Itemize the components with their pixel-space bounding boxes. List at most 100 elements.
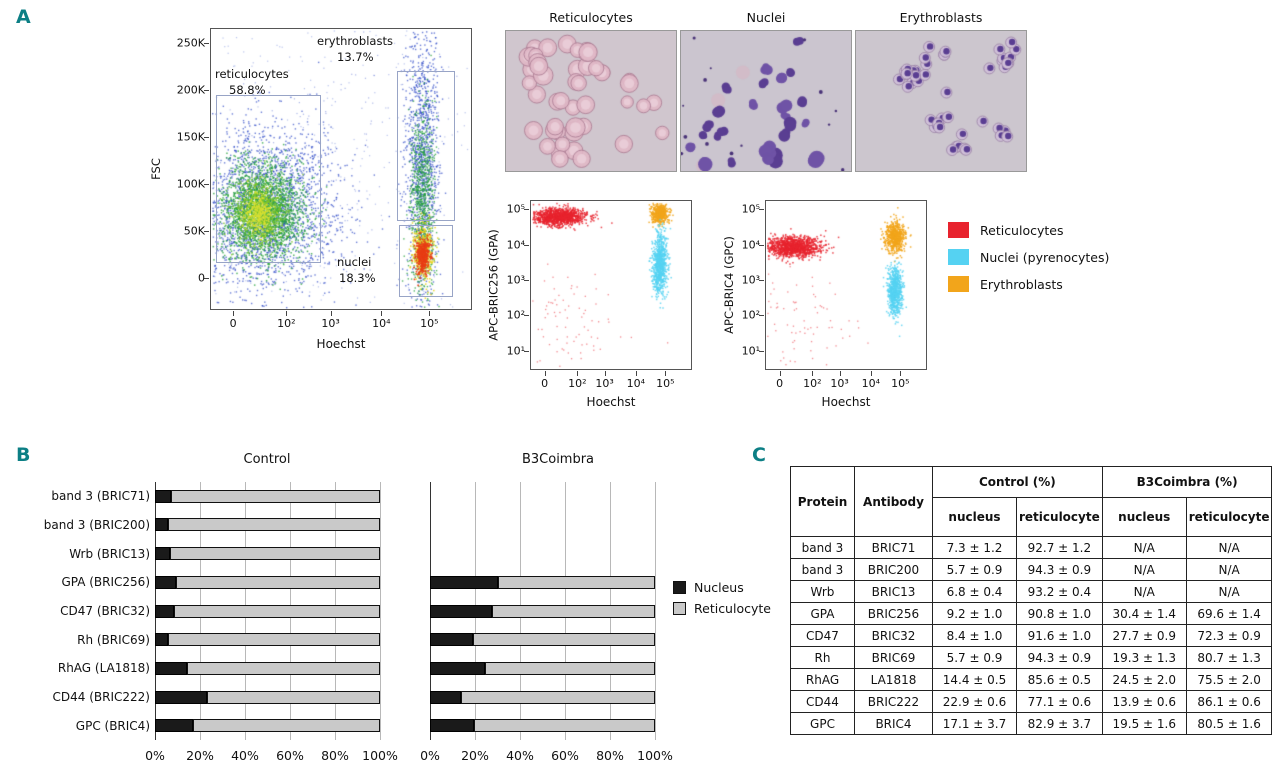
erythroblast-gate-percent: 13.7% [337,50,374,64]
table-cell-protein: band 3 [790,536,855,559]
table-cell-antibody: BRIC222 [854,690,933,713]
table-cell-b3-reticulocyte: 75.5 ± 2.0 [1185,668,1273,691]
y-tick-label: 10¹ [741,344,760,358]
reticulocytes-micrograph-title: Reticulocytes [549,10,633,25]
x-tick-label: 10² [803,377,822,390]
table-row: Wrb BRIC13 6.8 ± 0.4 93.2 ± 0.4 N/A N/A [790,580,1273,603]
table-cell-protein: CD47 [790,624,855,647]
nuclei-micrograph-title: Nuclei [746,10,786,25]
nucleus-bar-segment [155,604,174,618]
nuclei-micrograph: Nuclei [680,10,852,172]
x-tick-label: 10³ [595,377,614,390]
x-tick-label: 10³ [830,377,849,390]
nuclei-gate-label: nuclei [337,255,372,269]
x-tick-mark [635,371,637,376]
nucleus-bar-segment [155,690,207,704]
y-tick-mark [759,315,764,317]
table-row: RhAG LA1818 14.4 ± 0.5 85.6 ± 0.5 24.5 ± 2.0… [790,668,1273,691]
y-tick-label: 100K [176,177,205,191]
reticulocyte-bar-segment [492,604,655,618]
legend-item-label: Nucleus [694,580,744,595]
legend-swatch [948,249,969,265]
y-tick-label: 10³ [506,273,525,287]
nucleus-bar-segment [430,604,493,618]
table-cell-protein: GPC [790,712,855,735]
x-tick-label: 0% [420,748,440,763]
table-cell-control-reticulocyte: 92.7 ± 1.2 [1016,536,1103,559]
bar-category-label: band 3 (BRIC71) [51,489,150,504]
y-tick-mark [204,231,209,233]
legend-item-label: Nuclei (pyrenocytes) [980,249,1110,265]
results-table: Protein Antibody Control (%) B3Coimbra (… [790,466,1273,735]
table-cell-control-nucleus: 7.3 ± 1.2 [932,536,1017,559]
table-cell-b3-reticulocyte: N/A [1185,580,1273,603]
y-tick-mark [759,209,764,211]
y-tick-label: 0 [198,271,205,285]
x-tick-label: 10⁵ [891,377,910,390]
table-cell-control-reticulocyte: 77.1 ± 0.6 [1016,690,1103,713]
legend-item: Nuclei (pyrenocytes) [948,249,1109,265]
reticulocyte-gate-percent: 58.8% [229,83,266,97]
y-tick-label: 10³ [741,273,760,287]
legend-item: Reticulocytes [948,222,1109,238]
table-header-b3-nucleus: nucleus [1101,497,1187,537]
table-cell-control-nucleus: 22.9 ± 0.6 [932,690,1017,713]
x-tick-label: 20% [186,748,214,763]
legend-item: Erythroblasts [948,276,1109,292]
x-tick-label: 80% [321,748,349,763]
y-tick-mark [524,209,529,211]
axis-grid-line [380,482,381,740]
nucleus-bar-segment [155,575,176,589]
y-tick-label: 10⁴ [506,238,525,252]
table-row: CD44 BRIC222 22.9 ± 0.6 77.1 ± 0.6 13.9 ± 0.… [790,690,1273,713]
nucleus-bar-segment [155,547,171,561]
x-tick-mark [900,371,902,376]
panel-a-label: A [16,6,31,28]
y-tick-mark [204,43,209,44]
table-cell-protein: CD44 [790,690,855,713]
x-tick-mark [665,371,667,376]
table-row: GPC BRIC4 17.1 ± 3.7 82.9 ± 3.7 19.5 ± 1.6 80… [790,712,1273,735]
table-cell-control-reticulocyte: 93.2 ± 0.4 [1016,580,1103,603]
b3coimbra-bar-chart: 0% 20% 40% 60% 80% 100% [420,482,673,763]
b3coimbra-chart-title: B3Coimbra [521,452,595,467]
y-tick-label: 200K [176,83,205,97]
x-tick-label: 10⁴ [372,317,391,330]
bar-category-label: CD44 (BRIC222) [52,690,150,704]
nuclei-gate-percent: 18.3% [339,271,376,285]
erythroblasts-micrograph: Erythroblasts [855,10,1027,172]
table-header-protein: Protein [790,466,855,537]
reticulocyte-bar-segment [187,661,380,675]
fsc-x-axis-label: Hoechst [316,337,366,351]
y-tick-label: 150K [176,130,205,144]
bar-chart-category-labels: band 3 (BRIC71) band 3 (BRIC200) Wrb (BRIC… [18,482,150,740]
x-tick-label: 10⁵ [656,377,675,390]
y-tick-label: 10¹ [506,344,525,358]
table-cell-control-nucleus: 6.8 ± 0.4 [932,580,1017,603]
x-tick-label: 40% [506,748,534,763]
table-cell-control-nucleus: 8.4 ± 1.0 [932,624,1017,647]
nucleus-bar-segment [430,661,486,675]
x-tick-mark [381,311,383,316]
x-tick-label: 10² [277,317,296,330]
y-tick-mark [204,278,209,280]
x-tick-label: 80% [596,748,624,763]
x-tick-mark [604,371,606,376]
table-cell-b3-nucleus: 24.5 ± 2.0 [1101,668,1187,691]
reticulocyte-bar-segment [461,690,655,704]
table-cell-control-nucleus: 9.2 ± 1.0 [932,602,1017,625]
x-tick-label: 20% [461,748,489,763]
y-tick-mark [759,350,764,352]
x-tick-label: 0 [541,377,549,390]
x-tick-label: 10⁴ [861,377,881,390]
legend-swatch [673,581,686,594]
table-cell-control-reticulocyte: 91.6 ± 1.0 [1016,624,1103,647]
table-cell-b3-reticulocyte: 80.5 ± 1.6 [1185,712,1273,735]
table-row: GPA BRIC256 9.2 ± 1.0 90.8 ± 1.0 30.4 ± 1.4 6… [790,602,1273,625]
x-tick-mark [429,311,431,316]
table-cell-b3-reticulocyte: 86.1 ± 0.6 [1185,690,1273,713]
table-row: band 3 BRIC200 5.7 ± 0.9 94.3 ± 0.9 N/A N/A [790,558,1273,581]
gpa-hoechst-scatter-plot: APC-BRIC256 (GPA) Hoechst 0 10² 10³ 10⁴ 10⁵ 1… [487,200,692,409]
reticulocytes-micrograph-image [506,31,676,171]
y-tick-label: 10⁴ [741,238,760,252]
